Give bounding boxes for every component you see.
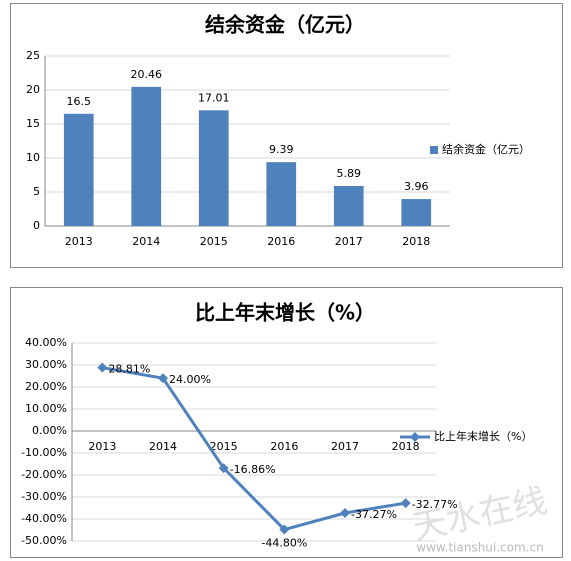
marker <box>218 463 229 474</box>
legend-label: 比上年末增长（%） <box>434 429 532 443</box>
chart-title: 比上年末增长（%） <box>195 301 375 325</box>
x-tick-label: 2014 <box>149 440 177 453</box>
data-label: -37.27% <box>351 508 397 521</box>
data-label: 24.00% <box>169 373 211 386</box>
x-tick-label: 2013 <box>88 440 116 453</box>
chart-title: 结余资金（亿元） <box>205 13 365 37</box>
data-label: -32.77% <box>412 498 458 511</box>
chart-frame <box>10 287 563 558</box>
marker <box>158 373 168 384</box>
bar <box>131 86 162 226</box>
x-tick-label: 2018 <box>392 440 420 453</box>
y-tick-label: -20.00% <box>21 468 67 481</box>
x-tick-label: 2017 <box>335 235 363 248</box>
y-tick-label: -40.00% <box>21 512 67 525</box>
y-tick-label: 20 <box>26 83 40 96</box>
bar <box>333 185 364 226</box>
y-tick-label: 10.00% <box>25 402 67 415</box>
bar <box>63 113 94 226</box>
data-label: 16.5 <box>67 95 92 108</box>
x-tick-label: 2018 <box>402 235 430 248</box>
data-label: 28.81% <box>108 363 150 376</box>
y-tick-label: 40.00% <box>25 336 67 349</box>
x-tick-label: 2014 <box>132 235 160 248</box>
watermark: www.tianshui.com.cn <box>416 541 543 555</box>
marker <box>97 362 108 373</box>
marker <box>340 507 350 518</box>
line <box>102 366 406 532</box>
x-tick-label: 2016 <box>270 440 298 453</box>
data-label: -16.86% <box>230 463 276 476</box>
y-tick-label: 25 <box>26 49 40 62</box>
y-tick-label: 0 <box>33 219 40 232</box>
marker <box>279 524 290 535</box>
bar <box>198 110 229 226</box>
x-tick-label: 2013 <box>65 235 93 248</box>
legend-marker <box>410 432 420 442</box>
x-tick-label: 2015 <box>210 440 238 453</box>
data-label: 5.89 <box>337 167 362 180</box>
y-tick-label: 15 <box>26 117 40 130</box>
y-tick-label: 0.00% <box>32 424 67 437</box>
y-tick-label: 10 <box>26 151 40 164</box>
data-label: 20.46 <box>131 68 163 81</box>
y-tick-label: -50.00% <box>21 534 67 547</box>
y-tick-label: -30.00% <box>21 490 67 503</box>
data-label: 17.01 <box>198 91 230 104</box>
y-tick-label: 5 <box>33 185 40 198</box>
data-label: 3.96 <box>404 180 429 193</box>
legend-label: 结余资金（亿元） <box>442 142 530 156</box>
bar <box>401 199 432 226</box>
y-tick-label: 30.00% <box>25 358 67 371</box>
y-tick-label: 20.00% <box>25 380 67 393</box>
x-tick-label: 2015 <box>200 235 228 248</box>
data-label: -44.80% <box>261 537 307 550</box>
y-tick-label: -10.00% <box>21 446 67 459</box>
x-tick-label: 2017 <box>331 440 359 453</box>
bar <box>266 162 297 226</box>
x-tick-label: 2016 <box>267 235 295 248</box>
marker <box>400 498 411 509</box>
legend-swatch <box>430 146 438 154</box>
data-label: 9.39 <box>269 143 294 156</box>
